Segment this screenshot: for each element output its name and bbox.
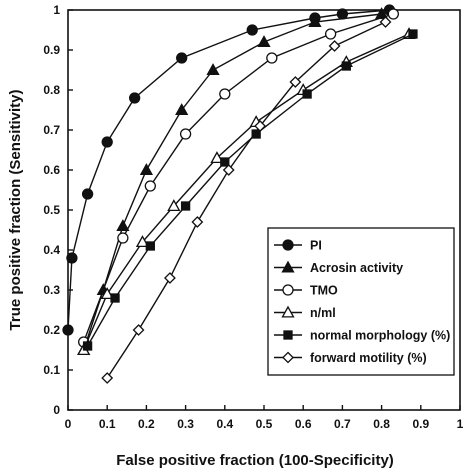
- y-tick-label: 0.8: [43, 83, 60, 97]
- data-point: [101, 372, 114, 384]
- x-tick-label: 1: [457, 417, 464, 431]
- legend-marker: [282, 239, 294, 251]
- data-point: [145, 241, 155, 251]
- data-point: [66, 252, 78, 264]
- y-tick-label: 0.9: [43, 43, 60, 57]
- data-point: [176, 52, 188, 64]
- series-4: [82, 29, 418, 351]
- data-point: [219, 88, 231, 100]
- legend-label: TMO: [310, 284, 338, 298]
- data-point: [246, 24, 258, 36]
- series-5: [101, 16, 392, 384]
- x-tick-label: 0.9: [412, 417, 429, 431]
- legend-marker: [283, 330, 293, 340]
- data-point: [251, 129, 261, 139]
- x-tick-label: 0.6: [295, 417, 312, 431]
- data-point: [81, 188, 94, 200]
- data-point: [289, 76, 302, 88]
- legend-label: PI: [310, 239, 322, 253]
- data-point: [117, 232, 129, 244]
- x-tick-label: 0.7: [334, 417, 351, 431]
- y-tick-label: 0.4: [43, 243, 60, 257]
- legend-marker: [281, 260, 295, 273]
- legend-label: forward motility (%): [310, 351, 427, 365]
- legend-label: n/ml: [310, 306, 336, 320]
- y-tick-label: 0.3: [43, 283, 60, 297]
- data-point: [341, 61, 351, 71]
- data-point: [220, 157, 230, 167]
- legend-marker: [282, 284, 294, 296]
- data-point: [62, 324, 74, 336]
- legend-marker: [282, 351, 294, 364]
- x-tick-label: 0.2: [138, 417, 155, 431]
- y-tick-label: 0.1: [43, 363, 60, 377]
- data-point: [139, 163, 154, 176]
- y-axis-label: True positive fraction (Sensitivity): [7, 90, 24, 331]
- y-tick-label: 0.2: [43, 323, 60, 337]
- y-tick-label: 0.7: [43, 123, 60, 137]
- data-point: [336, 8, 349, 20]
- data-point: [179, 128, 192, 140]
- legend: PI Acrosin activity TMO n/ml normal morpholo…: [267, 227, 455, 376]
- data-point: [110, 293, 120, 303]
- data-point: [206, 63, 220, 76]
- y-tick-label: 1: [53, 3, 60, 17]
- legend-box: [267, 227, 455, 376]
- x-tick-label: 0.1: [99, 417, 116, 431]
- data-point: [135, 235, 150, 248]
- data-point: [180, 201, 191, 211]
- series-line: [83, 13, 394, 343]
- series-line: [67, 9, 390, 331]
- y-tick-label: 0.6: [43, 163, 60, 177]
- x-tick-label: 0.5: [256, 417, 273, 431]
- data-point: [128, 92, 141, 104]
- data-point: [257, 35, 271, 48]
- x-tick-label: 0.8: [373, 417, 390, 431]
- legend-label: Acrosin activity: [310, 261, 403, 275]
- data-point: [144, 180, 156, 192]
- data-point: [254, 120, 266, 132]
- y-tick-label: 0.5: [43, 203, 60, 217]
- data-point: [222, 164, 235, 176]
- data-point: [266, 52, 278, 64]
- legend-marker: [281, 305, 295, 318]
- data-point: [308, 15, 322, 28]
- data-point: [167, 199, 181, 212]
- x-tick-label: 0.4: [216, 417, 233, 431]
- data-point: [82, 341, 93, 351]
- x-tick-label: 0.3: [177, 417, 194, 431]
- data-point: [324, 28, 337, 40]
- x-axis-label: False positive fraction (100-Specificity…: [116, 452, 394, 469]
- series-3: [77, 27, 416, 356]
- data-point: [116, 219, 130, 232]
- data-point: [101, 136, 113, 148]
- data-point: [100, 287, 114, 300]
- x-tick-label: 0: [65, 417, 72, 431]
- data-point: [379, 16, 392, 28]
- data-point: [328, 40, 341, 52]
- data-point: [387, 8, 400, 20]
- data-point: [132, 324, 145, 336]
- data-point: [164, 272, 176, 284]
- data-point: [210, 151, 224, 164]
- y-tick-label: 0: [53, 403, 60, 417]
- legend-label: normal morphology (%): [310, 329, 450, 343]
- data-point: [302, 89, 312, 99]
- data-point: [408, 29, 418, 39]
- data-point: [175, 103, 189, 116]
- data-point: [191, 216, 204, 228]
